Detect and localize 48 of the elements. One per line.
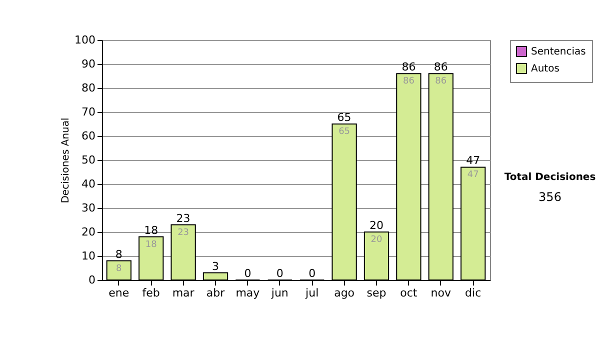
text: Total Decisiones — [503, 172, 597, 183]
y-tick-label: 40 — [82, 178, 96, 190]
total-label: 23 — [176, 212, 190, 225]
x-tick-label: oct — [400, 286, 418, 300]
total-label: 86 — [402, 60, 416, 74]
total-label: 0 — [308, 267, 316, 280]
x-tick-label: mar — [172, 286, 195, 300]
total-label: 18 — [144, 224, 158, 237]
data-label: 86 — [402, 76, 415, 87]
y-tick-label: 100 — [74, 34, 96, 46]
y-tick-label: 30 — [82, 202, 96, 214]
x-tick-label: ene — [108, 286, 130, 300]
text: 356 — [538, 190, 562, 204]
y-tick-label: 80 — [82, 82, 96, 94]
data-label: 18 — [145, 240, 158, 250]
data-label: 20 — [370, 235, 382, 245]
x-tick-label: nov — [430, 286, 452, 300]
x-tick-label: may — [236, 286, 260, 300]
y-tick-label: 20 — [82, 226, 96, 238]
total-label: 0 — [276, 267, 284, 280]
total-label: 0 — [244, 267, 252, 280]
data-label: 23 — [178, 228, 190, 238]
x-tick-label: jun — [270, 286, 288, 300]
y-tick-label: 50 — [82, 154, 96, 166]
data-label: 65 — [338, 127, 350, 137]
data-label: 8 — [116, 264, 122, 274]
total-label: 47 — [466, 154, 480, 168]
x-tick-label: jul — [304, 286, 319, 300]
y-tick-label: 0 — [88, 274, 96, 286]
total-label: 3 — [212, 260, 219, 273]
total-label: 8 — [115, 248, 122, 261]
y-tick-label: 60 — [82, 130, 96, 142]
legend-label: Sentencias — [531, 46, 586, 58]
total-label: 20 — [370, 219, 384, 232]
y-tick-label: 10 — [82, 250, 96, 262]
legend-label: Autos — [531, 64, 560, 74]
x-tick-label: feb — [142, 286, 160, 300]
data-label: 47 — [467, 170, 479, 180]
x-tick-label: sep — [366, 286, 386, 300]
x-tick-label: ago — [334, 286, 355, 300]
x-tick-label: dic — [465, 286, 482, 300]
y-tick-label: 90 — [82, 58, 96, 70]
total-label: 65 — [337, 111, 352, 124]
y-tick-label: 70 — [82, 106, 96, 118]
total-label: 86 — [434, 60, 448, 74]
y-axis-title: Decisiones Anual — [60, 118, 72, 204]
x-tick-label: abr — [206, 286, 226, 300]
data-label: 86 — [435, 76, 447, 87]
